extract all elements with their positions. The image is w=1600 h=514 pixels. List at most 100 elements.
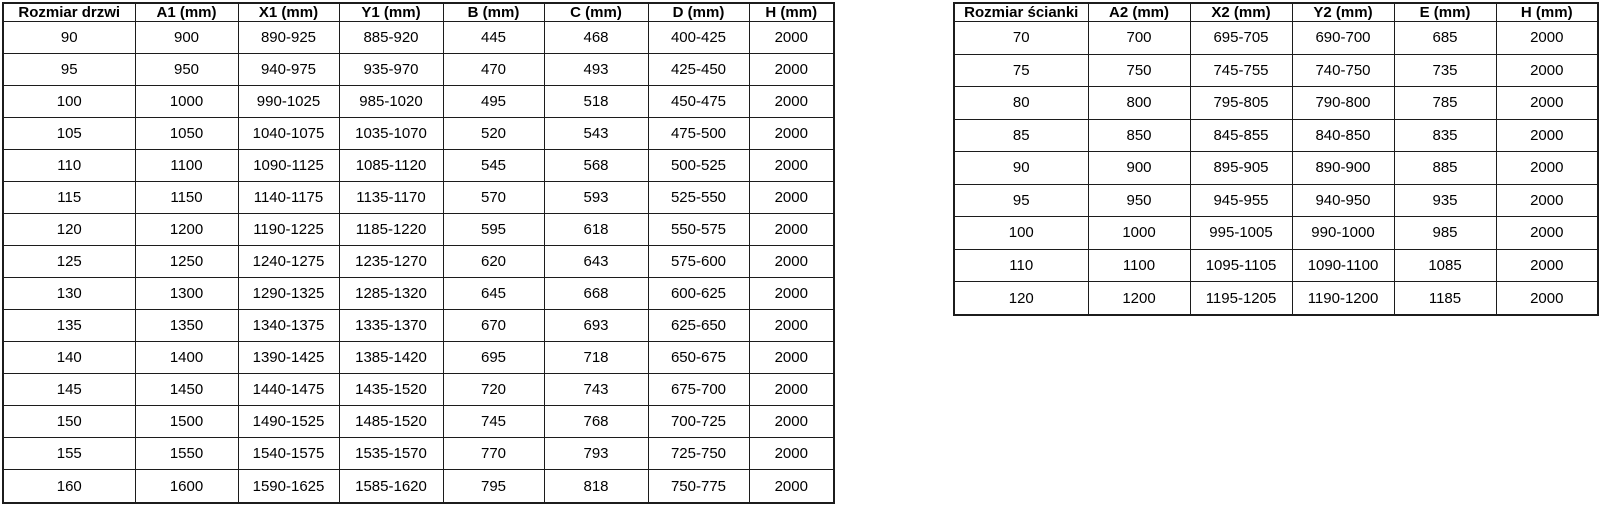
table-cell: 690-700 xyxy=(1291,21,1395,55)
table-cell: 845-855 xyxy=(1189,118,1293,152)
table-row: 120 1200 1195-1205 1190-1200 1185 2000 xyxy=(953,281,1599,316)
table-cell: 90 xyxy=(2,20,136,55)
table-cell: 2000 xyxy=(748,53,835,87)
table-row: 100 1000 995-1005 990-1000 985 2000 xyxy=(953,216,1599,250)
table-row: 70 700 695-705 690-700 685 2000 xyxy=(953,21,1599,55)
table-cell: 1340-1375 xyxy=(237,309,340,343)
header-cell: Rozmiar drzwi xyxy=(2,2,136,22)
table-row: 130 1300 1290-1325 1285-1320 645 668 600-625 20… xyxy=(2,277,835,311)
table-cell: 2000 xyxy=(748,181,835,215)
table-cell: 1250 xyxy=(134,245,239,279)
table-cell: 120 xyxy=(953,281,1089,316)
table-cell: 1095-1105 xyxy=(1189,248,1293,282)
table-cell: 475-500 xyxy=(647,117,750,151)
table-cell: 700 xyxy=(1087,21,1191,55)
table-cell: 1240-1275 xyxy=(237,245,340,279)
table-cell: 2000 xyxy=(1495,216,1599,250)
table-row: 135 1350 1340-1375 1335-1370 670 693 625-650 20… xyxy=(2,309,835,343)
table-cell: 1090-1125 xyxy=(237,149,340,183)
table-cell: 135 xyxy=(2,309,136,343)
table-cell: 718 xyxy=(543,341,649,375)
table-cell: 1085-1120 xyxy=(338,149,444,183)
table-cell: 700-725 xyxy=(647,405,750,439)
table-cell: 1085 xyxy=(1393,248,1497,282)
header-cell: H (mm) xyxy=(748,2,835,22)
table-cell: 1050 xyxy=(134,117,239,151)
table-row: 90 900 890-925 885-920 445 468 400-425 2000 xyxy=(2,20,835,55)
table-cell: 155 xyxy=(2,437,136,471)
table-cell: 2000 xyxy=(748,149,835,183)
table-cell: 1440-1475 xyxy=(237,373,340,407)
table-cell: 2000 xyxy=(748,85,835,119)
table-cell: 115 xyxy=(2,181,136,215)
table-cell: 493 xyxy=(543,53,649,87)
table-cell: 1390-1425 xyxy=(237,341,340,375)
header-cell: C (mm) xyxy=(543,2,649,22)
table-row: 95 950 945-955 940-950 935 2000 xyxy=(953,183,1599,217)
table-cell: 2000 xyxy=(748,117,835,151)
table-cell: 2000 xyxy=(748,277,835,311)
table-cell: 140 xyxy=(2,341,136,375)
table-cell: 95 xyxy=(2,53,136,87)
table-cell: 595 xyxy=(442,213,545,247)
table-cell: 470 xyxy=(442,53,545,87)
table-cell: 2000 xyxy=(748,20,835,55)
table-cell: 1400 xyxy=(134,341,239,375)
table-cell: 1185 xyxy=(1393,281,1497,316)
table-cell: 500-525 xyxy=(647,149,750,183)
table-cell: 1195-1205 xyxy=(1189,281,1293,316)
table-cell: 130 xyxy=(2,277,136,311)
table-row: 145 1450 1440-1475 1435-1520 720 743 675-700 20… xyxy=(2,373,835,407)
table-cell: 770 xyxy=(442,437,545,471)
table-cell: 425-450 xyxy=(647,53,750,87)
table-cell: 950 xyxy=(1087,183,1191,217)
table-cell: 990-1025 xyxy=(237,85,340,119)
table-cell: 570 xyxy=(442,181,545,215)
header-cell: A1 (mm) xyxy=(134,2,239,22)
table-cell: 895-905 xyxy=(1189,151,1293,185)
table-cell: 1235-1270 xyxy=(338,245,444,279)
table-cell: 620 xyxy=(442,245,545,279)
table-cell: 75 xyxy=(953,53,1089,87)
table-cell: 2000 xyxy=(748,373,835,407)
table-cell: 935 xyxy=(1393,183,1497,217)
table-cell: 90 xyxy=(953,151,1089,185)
table-cell: 695-705 xyxy=(1189,21,1293,55)
table-row: 80 800 795-805 790-800 785 2000 xyxy=(953,86,1599,120)
table-cell: 2000 xyxy=(748,213,835,247)
table-cell: 400-425 xyxy=(647,20,750,55)
table-cell: 568 xyxy=(543,149,649,183)
table-cell: 818 xyxy=(543,469,649,504)
table-cell: 885-920 xyxy=(338,20,444,55)
table-cell: 2000 xyxy=(1495,21,1599,55)
table-cell: 695 xyxy=(442,341,545,375)
table-cell: 100 xyxy=(2,85,136,119)
table-cell: 693 xyxy=(543,309,649,343)
table-cell: 2000 xyxy=(748,405,835,439)
table-cell: 2000 xyxy=(748,469,835,504)
table-cell: 575-600 xyxy=(647,245,750,279)
table-cell: 945-955 xyxy=(1189,183,1293,217)
table-cell: 720 xyxy=(442,373,545,407)
table-cell: 985-1020 xyxy=(338,85,444,119)
table-cell: 545 xyxy=(442,149,545,183)
header-cell: D (mm) xyxy=(647,2,750,22)
table-cell: 995-1005 xyxy=(1189,216,1293,250)
table-cell: 468 xyxy=(543,20,649,55)
table-cell: 593 xyxy=(543,181,649,215)
table-cell: 100 xyxy=(953,216,1089,250)
table-cell: 145 xyxy=(2,373,136,407)
table-cell: 675-700 xyxy=(647,373,750,407)
table-cell: 900 xyxy=(134,20,239,55)
table-cell: 735 xyxy=(1393,53,1497,87)
table-cell: 1200 xyxy=(1087,281,1191,316)
table-row: 155 1550 1540-1575 1535-1570 770 793 725-750 20… xyxy=(2,437,835,471)
table-cell: 70 xyxy=(953,21,1089,55)
table-cell: 890-900 xyxy=(1291,151,1395,185)
door-table-header-row: Rozmiar drzwi A1 (mm) X1 (mm) Y1 (mm) B (mm)… xyxy=(2,2,835,22)
table-cell: 1200 xyxy=(134,213,239,247)
header-cell: H (mm) xyxy=(1495,2,1599,22)
table-cell: 785 xyxy=(1393,86,1497,120)
table-cell: 750-775 xyxy=(647,469,750,504)
table-cell: 2000 xyxy=(748,245,835,279)
